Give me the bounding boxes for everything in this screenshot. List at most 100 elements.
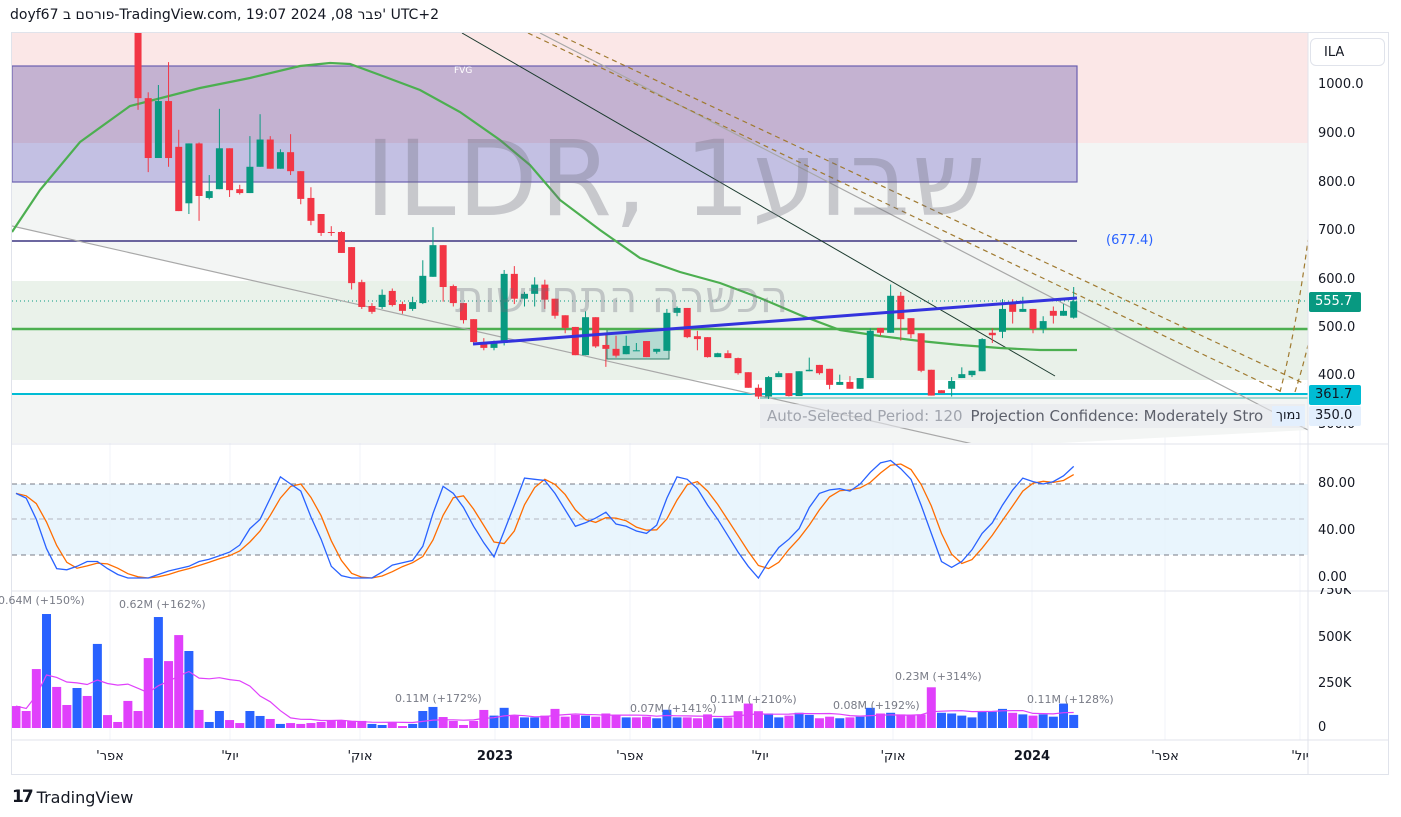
volume-bar [387, 721, 397, 728]
price-pane[interactable] [12, 0, 1308, 520]
volume-bar [947, 713, 957, 728]
candle-body [134, 33, 142, 99]
candle-body [165, 101, 173, 159]
candle-body [622, 345, 630, 355]
candle [531, 277, 539, 307]
candle-body [175, 146, 183, 212]
volume-bar [82, 695, 92, 728]
volume-pane[interactable] [12, 614, 1079, 728]
downtrend-line[interactable] [461, 33, 1056, 377]
volume-annotation: 0.23M (+314%) [895, 670, 982, 683]
volume-bar [977, 711, 987, 728]
candle-body [185, 143, 193, 204]
volume-bar [214, 711, 224, 728]
channel-lower-line[interactable] [12, 225, 1308, 520]
candle-body [429, 245, 437, 277]
currency-button[interactable]: ILA [1310, 38, 1385, 66]
blue-trendline[interactable] [472, 296, 1078, 346]
chart-frame [11, 32, 1389, 775]
candle-body [612, 348, 620, 356]
volume-bar [113, 721, 123, 728]
candle [398, 301, 406, 314]
candle [236, 184, 244, 195]
candle [683, 307, 691, 339]
candle [948, 377, 956, 397]
candle [754, 384, 762, 399]
candle [175, 129, 183, 212]
stochastic-pane[interactable] [12, 459, 1308, 580]
volume-bar [896, 714, 906, 728]
candle [612, 335, 620, 358]
candle-body [551, 298, 559, 316]
candle-body [592, 317, 600, 347]
candle-body [907, 318, 915, 335]
time-tick: 2024 [1013, 749, 1051, 764]
candle-body [521, 293, 528, 299]
candle-body [480, 342, 488, 348]
candle-body [378, 294, 386, 307]
candle [419, 260, 427, 305]
candle [337, 231, 345, 253]
candle [317, 214, 325, 236]
candle [968, 370, 976, 378]
volume-tick: 750K [1318, 588, 1352, 598]
candle-body [470, 319, 478, 343]
auto-period-text: Auto-Selected Period: 120 [767, 407, 963, 425]
volume-bar [265, 718, 275, 728]
candle [693, 330, 701, 351]
candle-body [358, 282, 366, 307]
candle-body [836, 381, 844, 385]
time-tick: 'אוק [347, 749, 373, 764]
tradingview-logo[interactable]: 17 TradingView [12, 787, 133, 807]
volume-annotation: 0.11M (+128%) [1027, 693, 1114, 706]
candle-body [327, 232, 335, 234]
volume-annotation: 0.07M (+141%) [630, 702, 717, 715]
candle-body [968, 370, 976, 376]
volume-bar [672, 717, 682, 728]
candle [195, 142, 203, 221]
candle-body [948, 380, 956, 389]
volume-bar [42, 614, 52, 728]
time-tick: 'יול [751, 749, 769, 764]
candle-body [337, 232, 345, 253]
candle-body [704, 337, 712, 358]
candle-body [246, 166, 254, 194]
candle-body [815, 364, 823, 374]
volume-annotation: 0.62M (+162%) [119, 598, 206, 611]
volume-bar [448, 720, 458, 728]
candle-body [785, 373, 793, 397]
candle-body [215, 148, 223, 190]
volume-bar [886, 712, 896, 728]
volume-bar [845, 717, 855, 728]
candle [714, 352, 722, 358]
candle-body [917, 333, 925, 371]
candle [632, 343, 640, 352]
candle [226, 148, 234, 197]
volume-bar [1008, 712, 1018, 728]
candle-body [846, 381, 854, 389]
candle [846, 376, 854, 389]
volume-bar [703, 714, 713, 728]
candle-body [937, 390, 945, 394]
candle-body [826, 368, 834, 385]
candle [775, 371, 783, 378]
volume-bar [753, 711, 763, 728]
candle [215, 108, 223, 190]
candle-body [632, 350, 640, 352]
resistance-level-label: (677.4) [1106, 233, 1154, 248]
volume-bar [21, 711, 31, 728]
candle [917, 333, 925, 373]
candle-body [205, 191, 213, 198]
candle-body [490, 343, 498, 348]
volume-bar [601, 713, 611, 728]
candle [673, 306, 681, 317]
candle [388, 288, 396, 307]
candle [937, 390, 945, 394]
volume-bar [692, 718, 702, 728]
low-label: נמוך [1272, 406, 1305, 426]
candle-body [775, 373, 783, 378]
volume-bar [62, 704, 72, 728]
candle-body [714, 353, 722, 358]
volume-bar [133, 711, 143, 728]
